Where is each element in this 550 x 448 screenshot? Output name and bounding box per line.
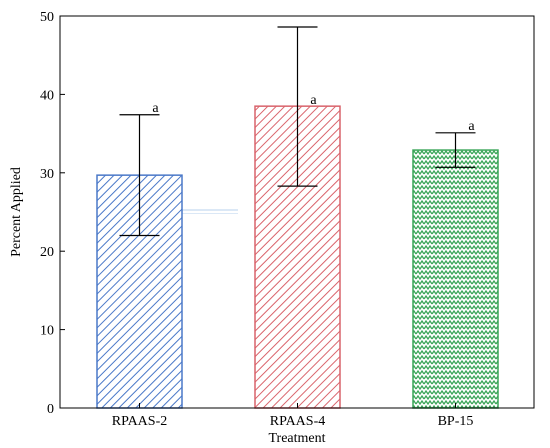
y-tick-label: 30 <box>40 167 54 182</box>
significance-letter: a <box>152 101 159 116</box>
bar-bp-15 <box>412 149 499 409</box>
plot-frame <box>59 15 535 409</box>
significance-letter: a <box>468 119 475 134</box>
x-tick-label: RPAAS-4 <box>270 414 326 429</box>
y-tick-label: 50 <box>40 10 54 25</box>
y-tick-label: 0 <box>47 402 54 417</box>
y-axis-title: Percent Applied <box>9 167 24 257</box>
y-tick-label: 10 <box>40 324 54 339</box>
significance-letter: a <box>310 93 317 108</box>
x-tick-label: RPAAS-2 <box>112 414 168 429</box>
y-tick-label: 20 <box>40 245 54 260</box>
x-axis-title: Treatment <box>268 431 325 446</box>
x-tick-label: BP-15 <box>438 414 474 429</box>
y-tick-label: 40 <box>40 88 54 103</box>
plot-area: 0 10 20 30 40 50 a RPAAS-2 a RPAAS-4 a BP-15 <box>40 10 499 429</box>
faint-artifact <box>182 208 238 214</box>
